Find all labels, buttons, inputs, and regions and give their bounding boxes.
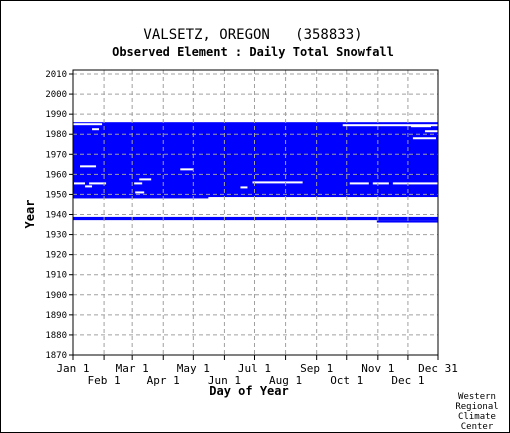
- y-axis-label: Year: [23, 200, 37, 229]
- plot-border: [72, 69, 439, 356]
- y-tick-label: 1970: [45, 150, 67, 160]
- y-tick-label: 1980: [45, 130, 67, 140]
- chart-title: VALSETZ, OREGON (358833): [143, 27, 362, 43]
- y-tick-label: 1950: [45, 190, 67, 200]
- missing-data-gap: [139, 178, 152, 181]
- y-tick-label: 1910: [45, 271, 67, 281]
- missing-data-gap: [412, 137, 436, 140]
- chart-subtitle: Observed Element : Daily Total Snowfall: [112, 45, 394, 59]
- credit-line: Western: [458, 392, 496, 402]
- missing-data-gap: [135, 191, 145, 194]
- x-tick-label: Dec 1: [391, 374, 424, 387]
- y-tick-label: 1940: [45, 211, 67, 221]
- missing-data-gap: [392, 182, 438, 185]
- x-tick-label: Oct 1: [330, 374, 363, 387]
- missing-data-gap: [85, 185, 93, 188]
- x-tick-label: Apr 1: [147, 374, 180, 387]
- y-tick-label: 1990: [45, 110, 67, 120]
- missing-data-gap: [180, 168, 194, 171]
- x-tick-label: Jun 1: [208, 374, 241, 387]
- missing-data-gap: [372, 182, 389, 185]
- missing-data-gap: [252, 181, 303, 184]
- missing-data-gap: [74, 182, 86, 185]
- x-tick-label: Jul 1: [238, 362, 271, 375]
- y-tick-label: 1930: [45, 231, 67, 241]
- missing-data-gap: [89, 182, 107, 185]
- missing-data-gap: [349, 182, 369, 185]
- plot-background: [73, 70, 438, 355]
- credit-block: Western Regional Climate Center: [455, 392, 498, 432]
- credit-line: Center: [461, 422, 494, 432]
- x-tick-label: Feb 1: [88, 374, 121, 387]
- y-tick-label: 1880: [45, 331, 67, 341]
- y-tick-label: 1960: [45, 170, 67, 180]
- missing-data-gap: [410, 125, 431, 128]
- x-tick-label: Dec 31: [418, 362, 458, 375]
- x-tick-label: Sep 1: [300, 362, 333, 375]
- data-block: [73, 216, 438, 221]
- x-tick-label: Nov 1: [361, 362, 394, 375]
- credit-line: Climate: [458, 412, 496, 422]
- x-tick-label: May 1: [177, 362, 210, 375]
- missing-data-gap: [80, 165, 97, 168]
- y-tick-label: 1900: [45, 291, 67, 301]
- x-tick-label: Jan 1: [56, 362, 89, 375]
- x-tick-label: Mar 1: [116, 362, 149, 375]
- y-tick-label: 1870: [45, 351, 67, 361]
- data-block: [376, 220, 438, 223]
- plot-area: 1870 1880 1890 1900 1910 1920 1930 1940 1950 1960…: [45, 69, 458, 387]
- x-tick-label: Aug 1: [269, 374, 302, 387]
- x-axis-label: Day of Year: [209, 384, 288, 398]
- y-tick-label: 1890: [45, 311, 67, 321]
- y-tick-label: 1920: [45, 251, 67, 261]
- missing-data-gap: [208, 197, 438, 200]
- missing-data-gap: [342, 124, 438, 127]
- y-tick-label: 2010: [45, 70, 67, 80]
- data-block: [73, 122, 438, 199]
- credit-line: Regional: [455, 402, 498, 412]
- missing-data-gap: [134, 182, 143, 185]
- missing-data-gap: [73, 123, 103, 126]
- missing-data-gap: [424, 130, 438, 133]
- missing-data-gap: [92, 128, 100, 131]
- y-tick-label: 2000: [45, 90, 67, 100]
- missing-data-gap: [240, 186, 248, 189]
